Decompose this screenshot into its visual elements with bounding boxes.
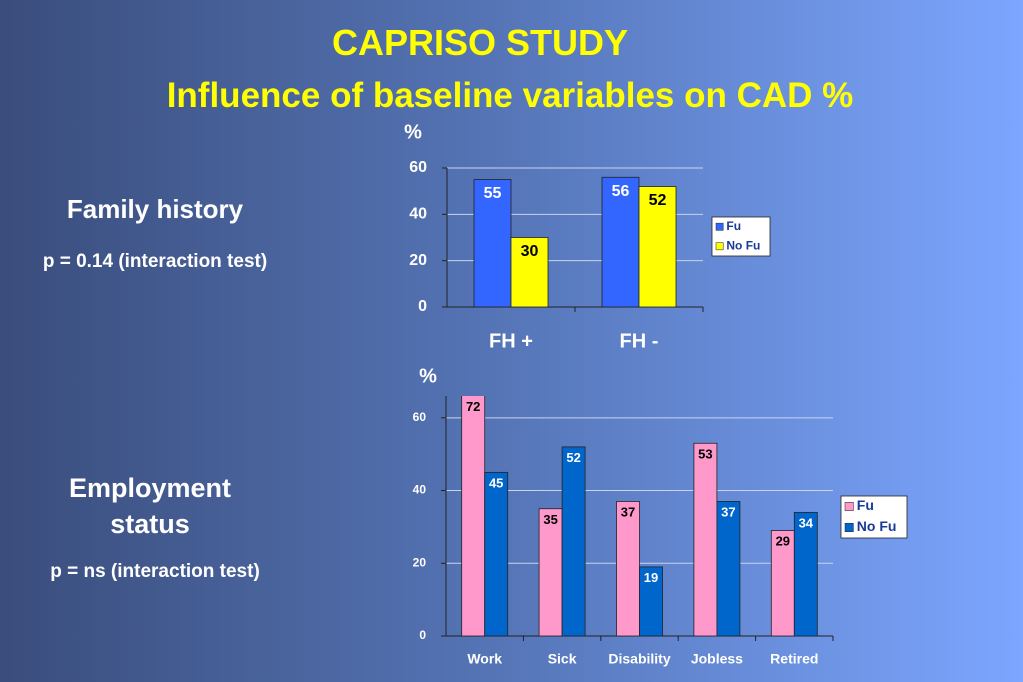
legend-swatch — [844, 502, 854, 511]
bar — [639, 566, 663, 636]
bar — [793, 511, 818, 636]
y-tick-label: 40 — [413, 483, 427, 497]
data-label: 55 — [484, 185, 502, 202]
data-label: 30 — [521, 243, 539, 260]
x-tick-label: Jobless — [691, 651, 743, 667]
y-tick-label: 0 — [418, 298, 427, 315]
y-tick-label: 40 — [409, 206, 427, 223]
bar — [601, 176, 640, 307]
data-label: 19 — [644, 570, 658, 585]
panel-label: Family history — [66, 194, 244, 224]
data-label: 34 — [799, 516, 814, 531]
data-label: 37 — [721, 505, 735, 520]
panel-note: p = ns (interaction test) — [50, 561, 260, 582]
data-label: 53 — [698, 446, 712, 461]
y-tick-label: 20 — [409, 252, 427, 269]
x-tick-label: Disability — [608, 651, 670, 667]
data-label: 29 — [776, 534, 790, 549]
data-label: 35 — [543, 512, 557, 527]
panel-label: Employment status — [68, 473, 232, 539]
subtitle: Influence of baseline variables on CAD % — [166, 76, 854, 115]
y-axis-label: % — [404, 121, 422, 143]
data-label: 52 — [649, 192, 667, 209]
title: CAPRISO STUDY — [331, 22, 629, 63]
panel-note: p = 0.14 (interaction test) — [42, 251, 268, 272]
x-tick-label: Sick — [548, 651, 577, 667]
x-tick-label: Retired — [770, 651, 818, 667]
legend-label: No Fu — [726, 238, 760, 252]
bar — [484, 471, 509, 636]
legend-label: Fu — [726, 219, 741, 233]
bar — [638, 186, 677, 307]
bar — [561, 446, 586, 636]
x-tick-label: Work — [467, 651, 502, 667]
bar — [693, 442, 718, 636]
x-tick-label: FH - — [620, 330, 659, 352]
legend-swatch — [844, 523, 854, 532]
y-tick-label: 0 — [419, 628, 426, 642]
bar — [473, 179, 512, 307]
legend-swatch — [715, 242, 724, 251]
x-tick-label: FH + — [489, 330, 533, 352]
data-label: 52 — [566, 450, 580, 465]
data-label: 37 — [621, 505, 635, 520]
y-tick-label: 20 — [413, 555, 427, 569]
data-label: 56 — [612, 183, 630, 200]
y-tick-label: 60 — [409, 159, 427, 176]
bar — [538, 508, 563, 636]
data-label: 45 — [489, 476, 503, 491]
bar — [716, 501, 741, 636]
legend-label: Fu — [857, 497, 874, 513]
legend-swatch — [715, 222, 724, 231]
y-tick-label: 60 — [413, 410, 427, 424]
bar — [510, 237, 549, 307]
legend-label: No Fu — [857, 518, 897, 534]
y-axis-label: % — [419, 365, 437, 387]
bar — [616, 501, 640, 636]
data-label: 72 — [466, 399, 480, 414]
